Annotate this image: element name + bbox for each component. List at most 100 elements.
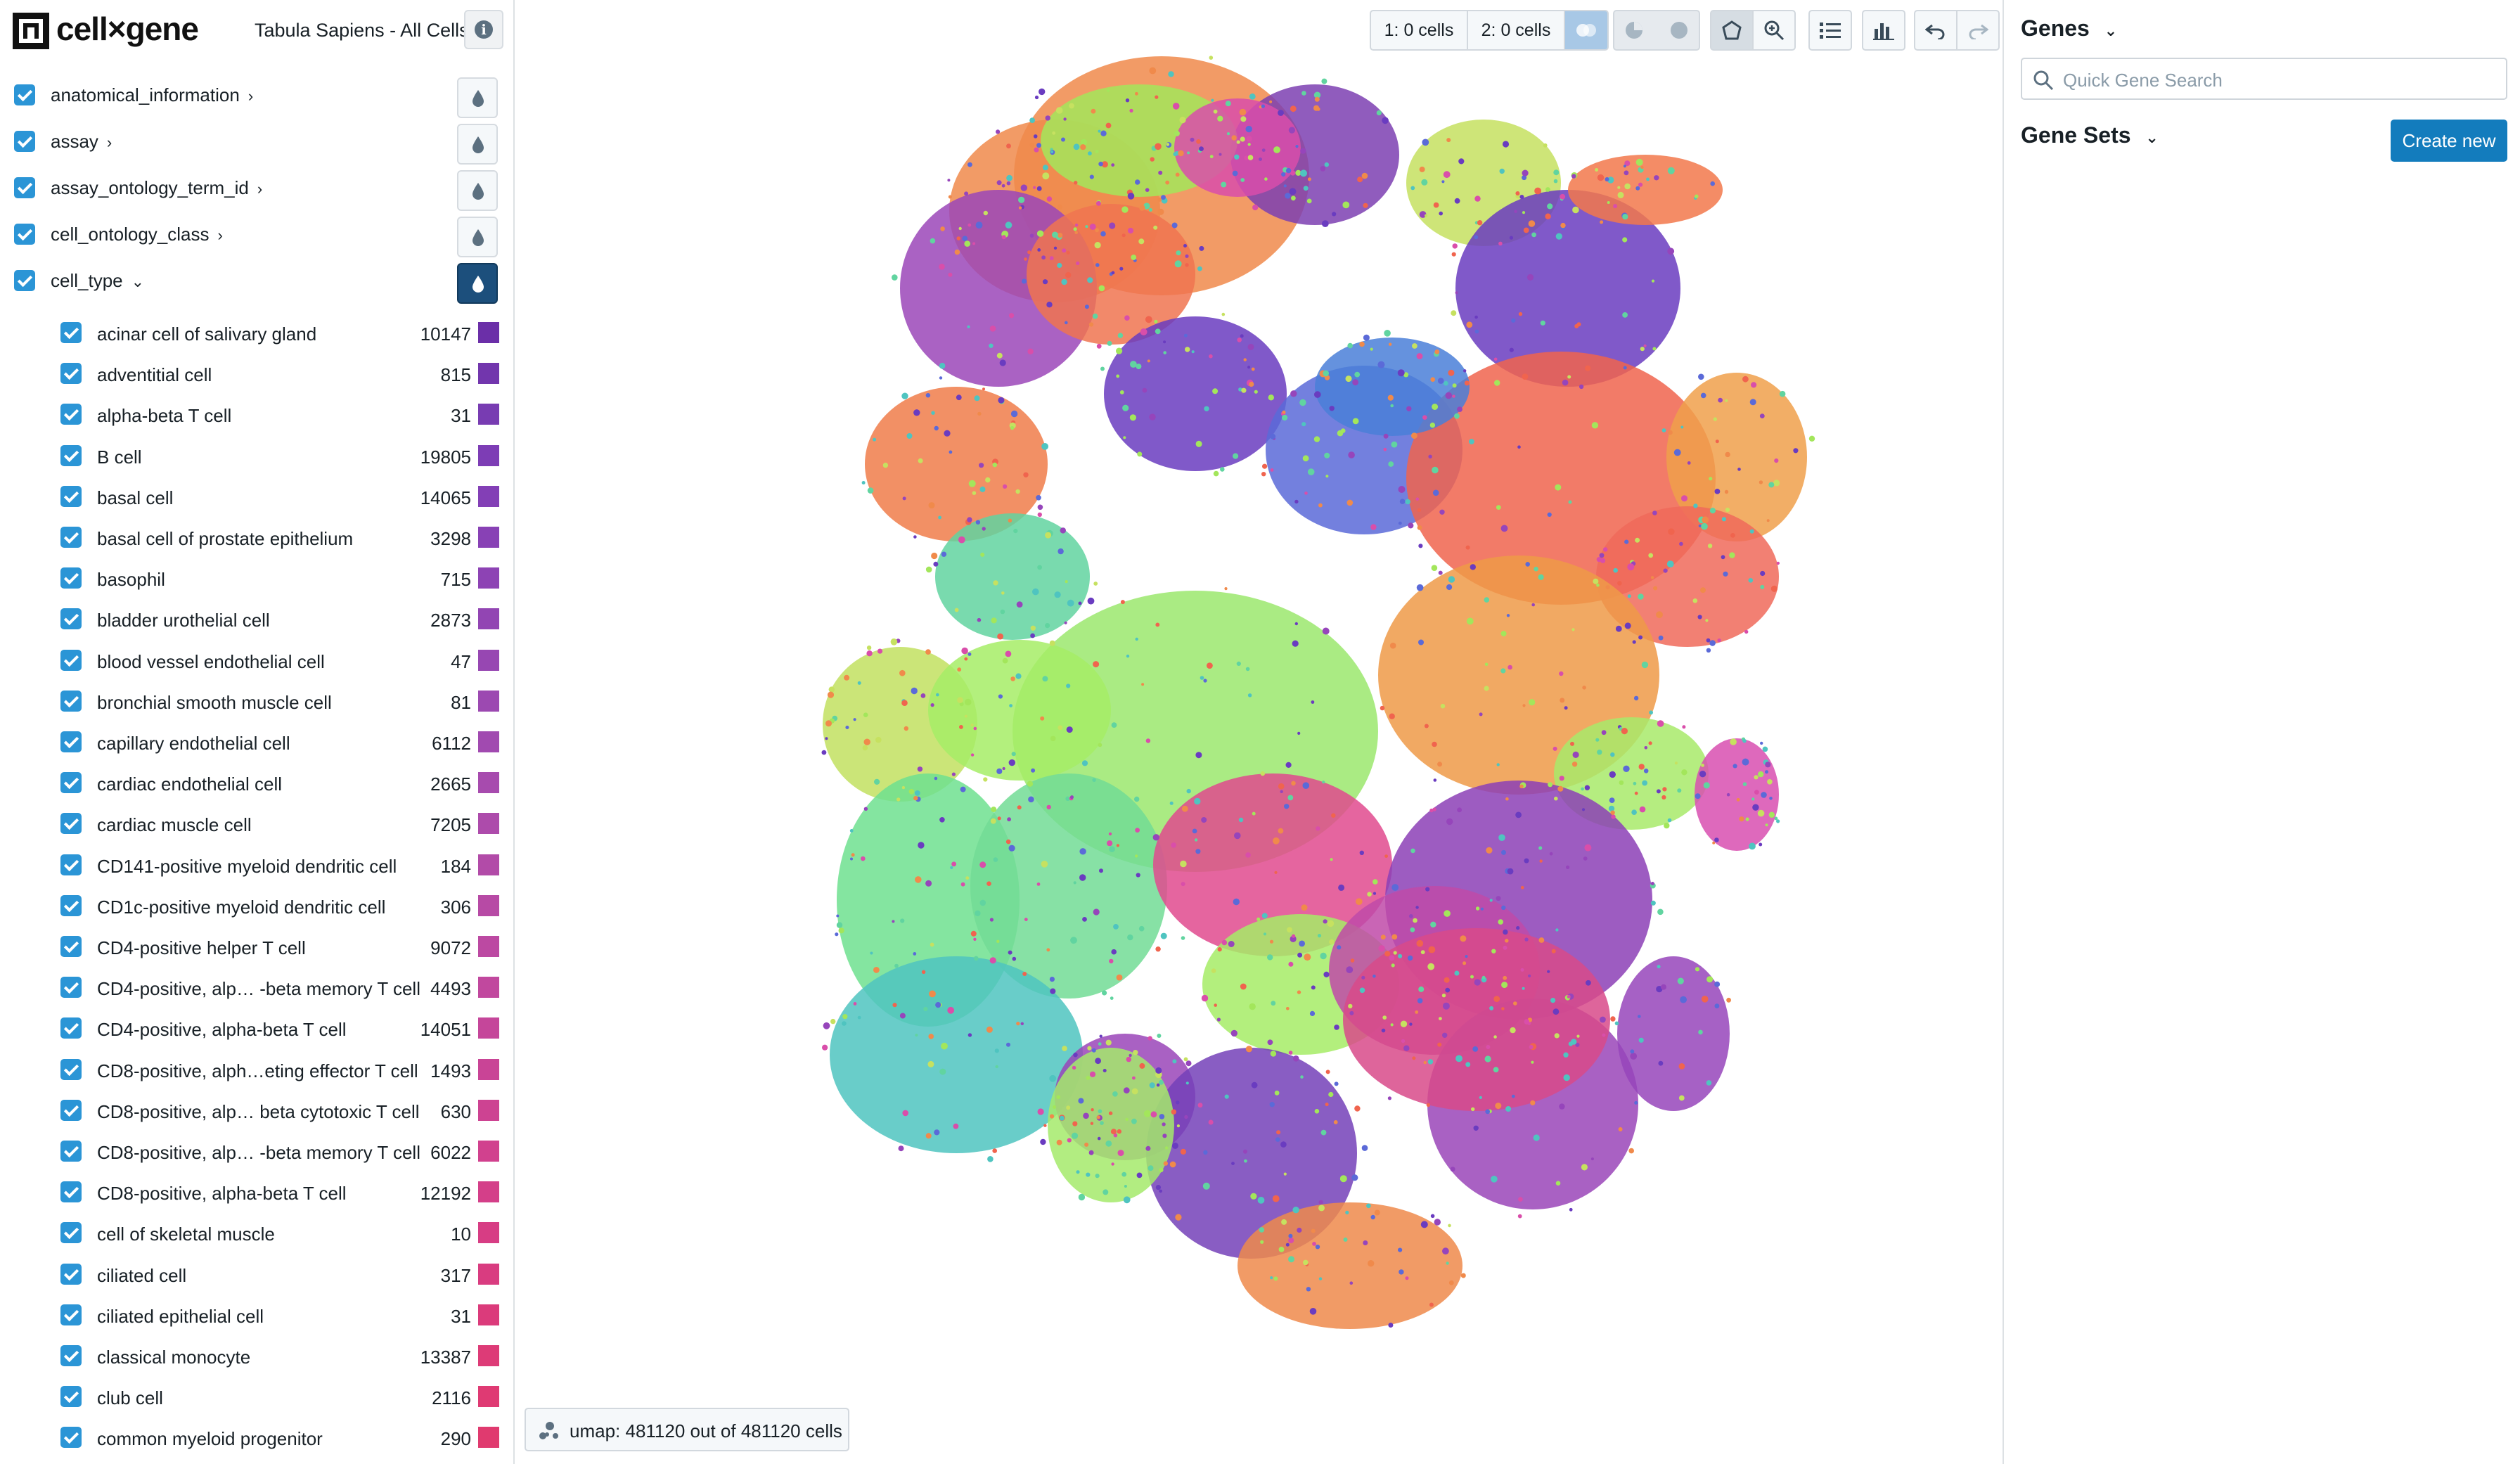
category-row[interactable]: assay › — [0, 120, 513, 165]
category-checkbox[interactable] — [14, 224, 35, 245]
cell-type-row[interactable]: bronchial smooth muscle cell 81 — [0, 681, 513, 721]
list-icon[interactable] — [1808, 10, 1852, 51]
cell-type-checkbox[interactable] — [60, 813, 82, 835]
cell-type-checkbox[interactable] — [60, 485, 82, 507]
cell-type-row[interactable]: capillary endothelial cell 6112 — [0, 721, 513, 762]
cell-type-checkbox[interactable] — [60, 1099, 82, 1121]
cell-type-checkbox[interactable] — [60, 1386, 82, 1408]
cell-type-checkbox[interactable] — [60, 404, 82, 425]
category-row[interactable]: assay_ontology_term_id › — [0, 166, 513, 211]
cell-type-checkbox[interactable] — [60, 731, 82, 752]
cell-type-row[interactable]: ciliated epithelial cell 31 — [0, 1295, 513, 1335]
cell-type-checkbox[interactable] — [60, 1058, 82, 1080]
cell-type-row[interactable]: CD1c-positive myeloid dendritic cell 306 — [0, 885, 513, 926]
umap-point — [1094, 242, 1101, 249]
category-label[interactable]: cell_ontology_class › — [51, 224, 223, 245]
category-label[interactable]: assay › — [51, 131, 112, 153]
cell-type-checkbox[interactable] — [60, 527, 82, 548]
cell-type-row[interactable]: CD141-positive myeloid dendritic cell 184 — [0, 845, 513, 885]
cell-type-checkbox[interactable] — [60, 690, 82, 712]
umap-scatter-plot[interactable] — [515, 0, 2002, 1464]
category-row[interactable]: cell_ontology_class › — [0, 212, 513, 257]
category-checkbox[interactable] — [14, 84, 35, 105]
category-checkbox[interactable] — [14, 270, 35, 291]
cell-type-row[interactable]: cardiac endothelial cell 2665 — [0, 762, 513, 803]
gene-sets-header[interactable]: Gene Sets ⌄ — [2021, 122, 2159, 148]
category-row[interactable]: anatomical_information › — [0, 73, 513, 118]
cell-type-checkbox[interactable] — [60, 1345, 82, 1366]
cell-type-row[interactable]: cell of skeletal muscle 10 — [0, 1212, 513, 1253]
redo-icon[interactable] — [1956, 10, 2000, 51]
cell-type-checkbox[interactable] — [60, 608, 82, 630]
gene-search-input[interactable] — [2062, 66, 2500, 94]
cell-type-row[interactable]: cardiac muscle cell 7205 — [0, 803, 513, 844]
cell-type-row[interactable]: alpha-beta T cell 31 — [0, 394, 513, 435]
dot-icon[interactable] — [1669, 20, 1689, 40]
cell-type-checkbox[interactable] — [60, 977, 82, 999]
cell-type-checkbox[interactable] — [60, 649, 82, 671]
category-label[interactable]: anatomical_information › — [51, 84, 253, 106]
dataset-info-button[interactable]: i — [464, 10, 503, 49]
cell-type-row[interactable]: CD8-positive, alp… -beta memory T cell 60… — [0, 1131, 513, 1171]
color-by-category-button[interactable] — [457, 77, 498, 118]
cell-type-checkbox[interactable] — [60, 1222, 82, 1244]
cell-type-row[interactable]: B cell 19805 — [0, 435, 513, 476]
cell-type-checkbox[interactable] — [60, 772, 82, 794]
cell-type-row[interactable]: club cell 2116 — [0, 1376, 513, 1417]
cell-type-row[interactable]: basal cell 14065 — [0, 476, 513, 517]
cell-type-checkbox[interactable] — [60, 1304, 82, 1325]
umap-point — [1176, 1100, 1180, 1105]
cell-type-checkbox[interactable] — [60, 894, 82, 916]
cell-type-row[interactable]: CD8-positive, alp… beta cytotoxic T cell… — [0, 1090, 513, 1131]
lasso-icon[interactable] — [1710, 10, 1754, 51]
category-checkbox[interactable] — [14, 131, 35, 152]
cell-type-checkbox[interactable] — [60, 567, 82, 589]
cell-type-row[interactable]: common myeloid progenitor 290 — [0, 1417, 513, 1458]
cell-type-checkbox[interactable] — [60, 322, 82, 343]
gene-search-field[interactable] — [2021, 58, 2507, 100]
venn-icon[interactable] — [1564, 10, 1609, 51]
cell-type-row[interactable]: bladder urothelial cell 2873 — [0, 598, 513, 639]
cell-type-checkbox[interactable] — [60, 1427, 82, 1449]
cell-type-row[interactable]: CD8-positive, alpha-beta T cell 12192 — [0, 1171, 513, 1212]
cell-type-row[interactable]: CD8-positive, alph…eting effector T cell… — [0, 1049, 513, 1090]
cell-type-checkbox[interactable] — [60, 1017, 82, 1039]
cell-type-row[interactable]: acinar cell of salivary gland 10147 — [0, 312, 513, 353]
zoom-icon[interactable] — [1752, 10, 1796, 51]
cell-type-row[interactable]: basophil 715 — [0, 558, 513, 598]
cell-type-row[interactable]: CD4-positive, alp… -beta memory T cell 44… — [0, 967, 513, 1008]
subset-1-button[interactable]: 1: 0 cells — [1370, 10, 1468, 51]
cell-type-checkbox[interactable] — [60, 1181, 82, 1203]
embedding-area[interactable]: 1: 0 cells 2: 0 cells uma — [515, 0, 2002, 1464]
color-by-category-button[interactable] — [457, 217, 498, 257]
cell-type-checkbox[interactable] — [60, 854, 82, 875]
cell-type-checkbox[interactable] — [60, 1141, 82, 1162]
cell-type-row[interactable]: basal cell of prostate epithelium 3298 — [0, 517, 513, 558]
umap-point — [1208, 1119, 1214, 1125]
cell-type-row[interactable]: classical monocyte 13387 — [0, 1335, 513, 1376]
cell-type-checkbox[interactable] — [60, 363, 82, 385]
cell-type-row[interactable]: blood vessel endothelial cell 47 — [0, 640, 513, 681]
color-by-category-button[interactable] — [457, 124, 498, 165]
color-by-category-button[interactable] — [457, 263, 498, 304]
color-by-category-button[interactable] — [457, 170, 498, 211]
create-gene-set-button[interactable]: Create new — [2391, 120, 2507, 162]
embedding-selector-button[interactable]: umap: 481120 out of 481120 cells — [525, 1408, 849, 1451]
cell-type-row[interactable]: adventitial cell 815 — [0, 353, 513, 394]
category-label[interactable]: assay_ontology_term_id › — [51, 177, 262, 199]
cell-type-row[interactable]: ciliated cell 317 — [0, 1254, 513, 1295]
subset-2-button[interactable]: 2: 0 cells — [1467, 10, 1565, 51]
histogram-icon[interactable] — [1862, 10, 1905, 51]
cell-type-row[interactable]: CD4-positive helper T cell 9072 — [0, 926, 513, 967]
cell-type-checkbox[interactable] — [60, 1263, 82, 1285]
undo-icon[interactable] — [1914, 10, 1958, 51]
category-row[interactable]: cell_type ⌄ — [0, 259, 513, 304]
cell-type-row[interactable]: CD4-positive, alpha-beta T cell 14051 — [0, 1008, 513, 1048]
category-checkbox[interactable] — [14, 177, 35, 198]
pie-chart-icon[interactable] — [1624, 20, 1644, 40]
genes-header[interactable]: Genes ⌄ — [2021, 15, 2117, 41]
umap-point — [1211, 98, 1214, 102]
cell-type-checkbox[interactable] — [60, 936, 82, 957]
category-label[interactable]: cell_type ⌄ — [51, 270, 144, 292]
cell-type-checkbox[interactable] — [60, 444, 82, 466]
